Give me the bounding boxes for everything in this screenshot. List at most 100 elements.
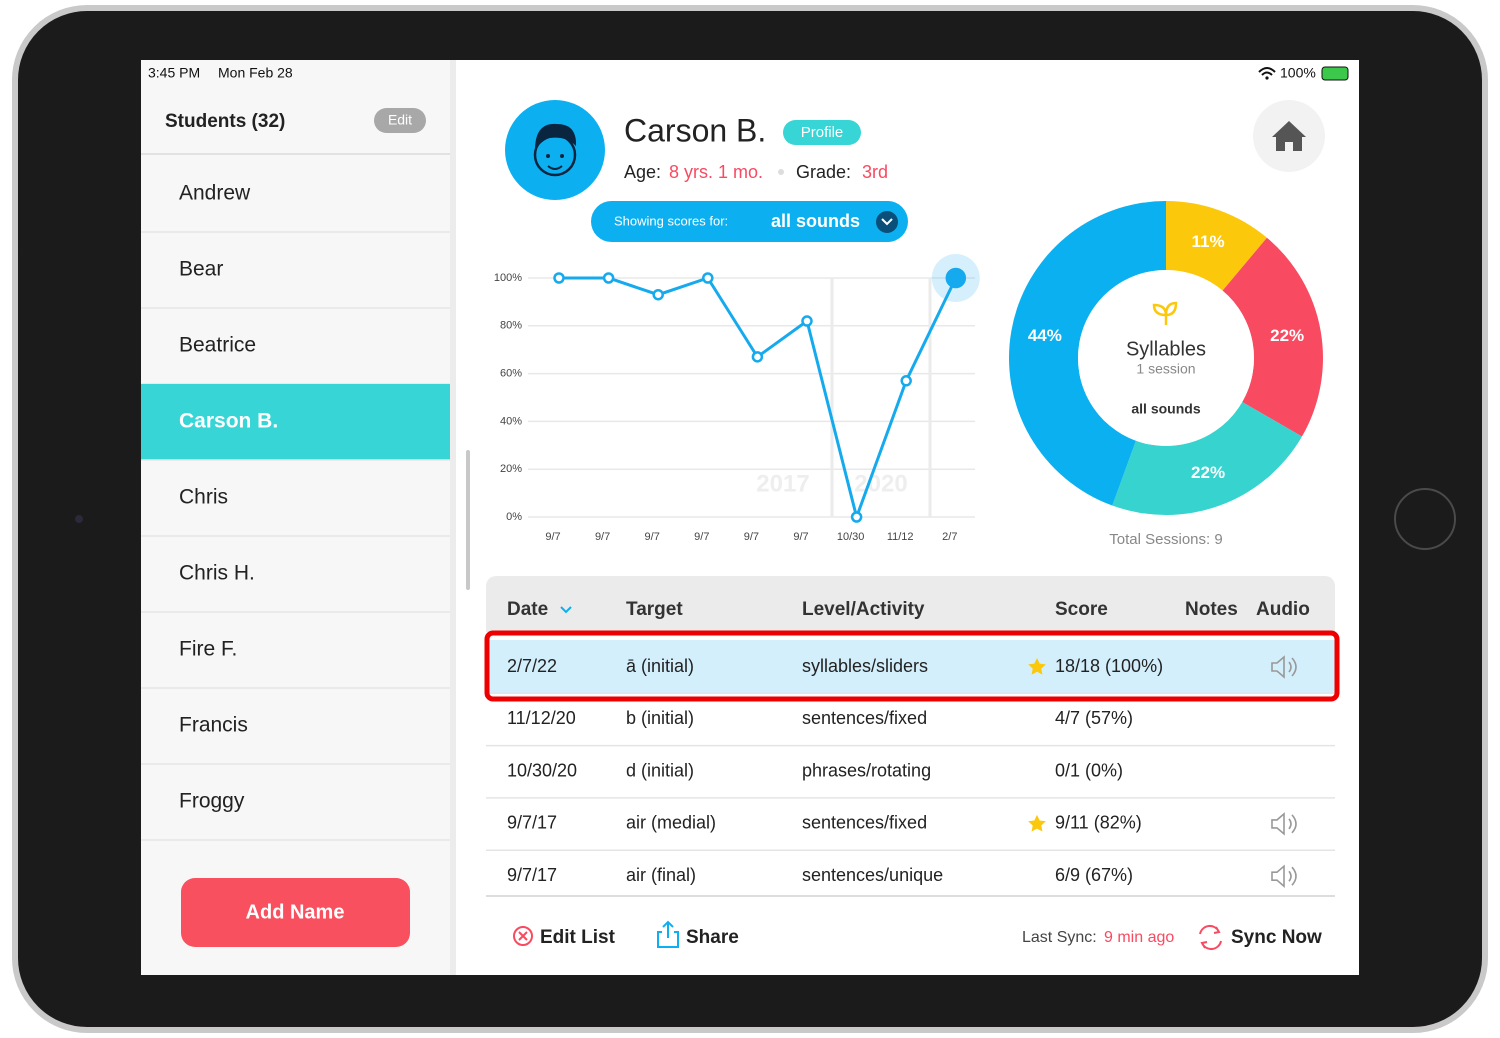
donut-segment bbox=[1009, 201, 1166, 506]
x-tick-label: 11/12 bbox=[887, 531, 914, 543]
x-tick-label: 2/7 bbox=[942, 531, 957, 543]
last-sync-label: Last Sync: bbox=[1022, 929, 1097, 946]
sync-now-button: Sync Now bbox=[1231, 927, 1322, 948]
share-button: Share bbox=[686, 927, 739, 948]
student-name: Francis bbox=[179, 714, 248, 737]
table-cell: 6/9 (67%) bbox=[1055, 865, 1133, 885]
column-header: Date bbox=[507, 599, 548, 620]
last-sync-value: 9 min ago bbox=[1104, 929, 1174, 946]
star-icon bbox=[1028, 814, 1046, 832]
x-tick-label: 9/7 bbox=[595, 531, 610, 543]
student-name: Carson B. bbox=[179, 410, 278, 433]
table-cell: 9/7/17 bbox=[507, 813, 557, 833]
table-cell: air (final) bbox=[626, 865, 696, 885]
column-header: Level/Activity bbox=[802, 599, 925, 620]
donut-title: Syllables bbox=[1126, 338, 1206, 360]
audio-icon[interactable] bbox=[1271, 864, 1297, 888]
total-sessions: Total Sessions: 9 bbox=[1109, 531, 1222, 548]
sprout-icon bbox=[1152, 301, 1178, 325]
star-icon bbox=[1028, 658, 1046, 675]
table-cell: d (initial) bbox=[626, 760, 694, 780]
separator-dot bbox=[778, 169, 784, 175]
avatar-hair bbox=[535, 123, 577, 150]
segment-label: 44% bbox=[1028, 326, 1062, 345]
edit-list-button: Edit List bbox=[540, 927, 616, 948]
highlighted-row bbox=[486, 640, 1335, 694]
y-tick-label: 80% bbox=[500, 320, 522, 332]
profile-badge-label: Profile bbox=[801, 124, 844, 141]
data-point bbox=[900, 375, 912, 387]
age-label: Age: bbox=[624, 162, 661, 182]
sidebar bbox=[141, 60, 450, 975]
donut-segment bbox=[1166, 201, 1267, 291]
x-tick-label: 9/7 bbox=[793, 531, 808, 543]
audio-icon[interactable] bbox=[1271, 812, 1297, 836]
avatar-eye bbox=[546, 154, 550, 158]
avatar-mouth bbox=[547, 165, 563, 170]
data-point bbox=[702, 272, 714, 284]
column-header: Notes bbox=[1185, 599, 1238, 620]
donut-center bbox=[1078, 270, 1254, 446]
y-tick-label: 100% bbox=[494, 272, 522, 284]
age-value: 8 yrs. 1 mo. bbox=[669, 162, 763, 182]
data-point bbox=[652, 288, 664, 301]
segment-label: 22% bbox=[1270, 326, 1304, 345]
status-date: Mon Feb 28 bbox=[218, 65, 293, 81]
student-name: Fire F. bbox=[179, 638, 237, 661]
y-tick-label: 40% bbox=[500, 415, 522, 427]
column-header: Target bbox=[626, 599, 683, 620]
add-name-button[interactable] bbox=[181, 878, 410, 947]
x-tick-label: 9/7 bbox=[694, 531, 709, 543]
audio-icon[interactable] bbox=[1271, 655, 1297, 679]
table-cell: sentences/fixed bbox=[802, 813, 927, 833]
table-cell: 2/7/22 bbox=[507, 656, 557, 676]
filter-chevron bbox=[881, 218, 893, 226]
table-cell: 4/7 (57%) bbox=[1055, 708, 1133, 728]
x-tick-label: 10/30 bbox=[837, 531, 865, 543]
home-button[interactable] bbox=[1394, 488, 1456, 550]
avatar-eye bbox=[560, 154, 564, 158]
data-point bbox=[602, 272, 615, 284]
column-header: Audio bbox=[1256, 599, 1310, 620]
battery-icon bbox=[1321, 66, 1349, 81]
selected-row bbox=[141, 384, 450, 460]
student-name-heading: Carson B. bbox=[624, 112, 766, 148]
x-tick-label: 9/7 bbox=[744, 531, 759, 543]
sidebar-title: Students (32) bbox=[165, 111, 285, 132]
student-name: Beatrice bbox=[179, 334, 256, 357]
edit-button[interactable] bbox=[374, 108, 426, 133]
table-cell: 9/11 (82%) bbox=[1055, 813, 1142, 833]
data-point bbox=[751, 351, 764, 363]
table-header-bottom bbox=[486, 610, 1335, 632]
content: 3:45 PM Mon Feb 28 100% Students (32) Edit An… bbox=[141, 65, 1349, 951]
status-time: 3:45 PM bbox=[148, 65, 200, 81]
table-cell: 9/7/17 bbox=[507, 865, 557, 885]
profile-badge[interactable] bbox=[783, 120, 861, 145]
column-header: Score bbox=[1055, 599, 1108, 620]
donut-subtitle: 1 session bbox=[1136, 361, 1195, 377]
table-cell: 10/30/20 bbox=[507, 760, 577, 780]
edit-label: Edit bbox=[388, 112, 412, 128]
student-name: Bear bbox=[179, 258, 223, 281]
edit-list-icon[interactable] bbox=[513, 926, 533, 946]
data-point bbox=[553, 272, 565, 284]
sync-icon[interactable] bbox=[1199, 924, 1222, 951]
filter-value: all sounds bbox=[771, 211, 860, 231]
table-cell: air (medial) bbox=[626, 813, 716, 833]
student-name: Chris bbox=[179, 486, 228, 509]
table-cell: b (initial) bbox=[626, 708, 694, 728]
data-point bbox=[801, 315, 813, 327]
table-cell: sentences/fixed bbox=[802, 708, 927, 728]
highlight-outline bbox=[484, 630, 1340, 702]
filter-pill[interactable] bbox=[591, 201, 908, 242]
home-icon bbox=[1272, 121, 1306, 151]
donut-segment bbox=[1112, 402, 1302, 515]
grade-value: 3rd bbox=[862, 162, 888, 182]
table-cell: ā (initial) bbox=[626, 656, 694, 676]
y-tick-label: 20% bbox=[500, 463, 522, 475]
table-cell: 18/18 (100%) bbox=[1055, 656, 1163, 676]
year-watermark: 2020 bbox=[854, 470, 907, 497]
share-icon[interactable] bbox=[657, 920, 679, 948]
x-tick-label: 9/7 bbox=[645, 531, 660, 543]
